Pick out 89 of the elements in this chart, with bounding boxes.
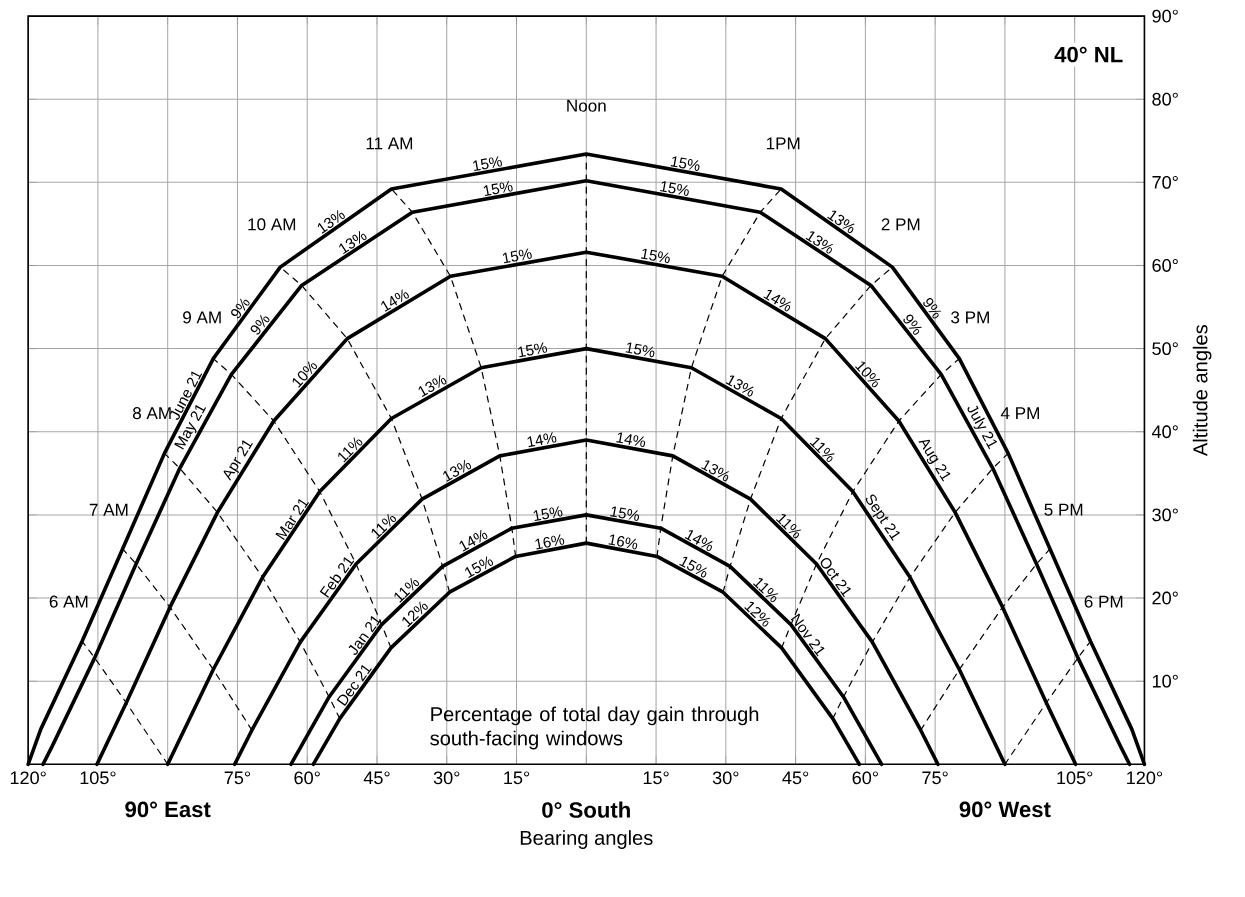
annotation: Nov 21 — [790, 613, 825, 657]
x-axis-title: Bearing angles — [520, 830, 653, 849]
annotation: 11% — [809, 437, 835, 463]
annotation: 15% — [640, 248, 670, 264]
x-tick-label: 30° — [433, 771, 460, 785]
annotation: Percentage of total day gain through south-facing windows — [430, 706, 759, 750]
annotation: Jan 21 — [348, 616, 382, 655]
y-tick-label: 80° — [1152, 92, 1178, 106]
annotation: 4 PM — [1000, 407, 1039, 419]
text: 90° West — [959, 801, 1051, 818]
x-tick-label: 45° — [363, 771, 390, 785]
x-tick-label: 105° — [1057, 771, 1093, 785]
annotation: 13% — [418, 374, 447, 397]
annotation: 5 PM — [1044, 503, 1083, 516]
annotation: 9% — [231, 298, 250, 319]
annotation: Oct 21 — [820, 557, 851, 598]
annotation: 11% — [776, 514, 802, 539]
annotation: 15% — [533, 506, 563, 522]
annotation: Noon — [567, 99, 606, 112]
annotation: 6 AM — [49, 595, 88, 608]
y-tick-label: 60° — [1152, 259, 1178, 272]
annotation: 13% — [805, 231, 834, 254]
y-tick-label: 40° — [1151, 425, 1178, 439]
y-tick-label: 30° — [1152, 508, 1178, 522]
annotation: 9% — [903, 314, 922, 335]
x-tick-label: 15° — [643, 771, 669, 785]
x-tick-label: 60° — [294, 771, 320, 785]
annotation: 13% — [827, 210, 855, 234]
annotation: 15% — [670, 156, 700, 171]
annotation: 11% — [371, 513, 397, 539]
annotation: 40° NL — [1054, 46, 1123, 63]
annotation: 13% — [701, 460, 730, 482]
annotation: Apr 21 — [223, 440, 253, 481]
annotation: 1PM — [766, 137, 800, 150]
annotation: 2 PM — [881, 218, 920, 231]
annotation: 15% — [610, 506, 640, 521]
annotation: 8 AM — [132, 407, 171, 420]
y-tick-label: 70° — [1152, 175, 1178, 189]
annotation: Aug 21 — [918, 439, 951, 482]
annotation: 15% — [502, 248, 532, 264]
annotation: 15% — [679, 556, 708, 578]
annotation: 14% — [763, 289, 792, 312]
annotation: 15% — [625, 342, 655, 358]
y-axis-title: Altitude angles — [1192, 324, 1212, 457]
annotation: 16% — [535, 534, 565, 550]
annotation: 11% — [394, 577, 420, 603]
x-tick-label: 120° — [1127, 771, 1163, 785]
x-tick-label: 75° — [224, 771, 251, 785]
y-tick-label: 90° — [1152, 9, 1178, 23]
text: 90° East — [125, 801, 211, 818]
x-tick-label: 105° — [80, 771, 116, 785]
annotation: 9% — [250, 314, 270, 335]
annotation: 14% — [381, 289, 409, 312]
x-tick-label: 30° — [712, 771, 739, 785]
annotation: July 21 — [967, 405, 998, 450]
text: 0° South — [542, 801, 630, 818]
annotation: 14% — [684, 530, 713, 552]
annotation: 11% — [753, 578, 779, 603]
annotation: 16% — [608, 534, 638, 550]
annotation: Mar 21 — [275, 498, 310, 541]
x-tick-label: 15° — [504, 771, 530, 785]
y-tick-label: 10° — [1152, 674, 1178, 688]
annotation: 15% — [518, 342, 548, 358]
annotation: Dec 21 — [336, 664, 372, 707]
annotation: 12% — [402, 601, 428, 628]
annotation: 15% — [465, 556, 494, 578]
x-tick-label: 45° — [782, 771, 809, 785]
annotation: 15% — [483, 181, 513, 197]
annotation: 7 AM — [89, 503, 128, 516]
annotation: 9 AM — [183, 311, 221, 324]
y-tick-label: 50° — [1152, 342, 1178, 356]
annotation: 11 AM — [366, 137, 413, 150]
annotation: 10 AM — [248, 218, 296, 231]
annotation: 14% — [459, 529, 488, 552]
annotation: 3 PM — [951, 311, 989, 324]
x-tick-label: 75° — [922, 771, 948, 785]
x-tick-label: 120° — [10, 771, 46, 785]
annotation: 14% — [527, 432, 557, 448]
x-tick-label: 60° — [852, 771, 878, 785]
annotation: 6 PM — [1084, 595, 1123, 608]
annotation: 9% — [923, 297, 942, 319]
annotation: 12% — [744, 601, 771, 627]
y-tick-label: 20° — [1152, 591, 1178, 605]
annotation: 14% — [616, 432, 646, 447]
annotation: 15% — [473, 156, 502, 172]
annotation: 13% — [725, 375, 754, 397]
annotation: 15% — [660, 181, 689, 196]
annotation: Feb 21 — [319, 557, 355, 598]
annotation: 13% — [443, 459, 472, 482]
